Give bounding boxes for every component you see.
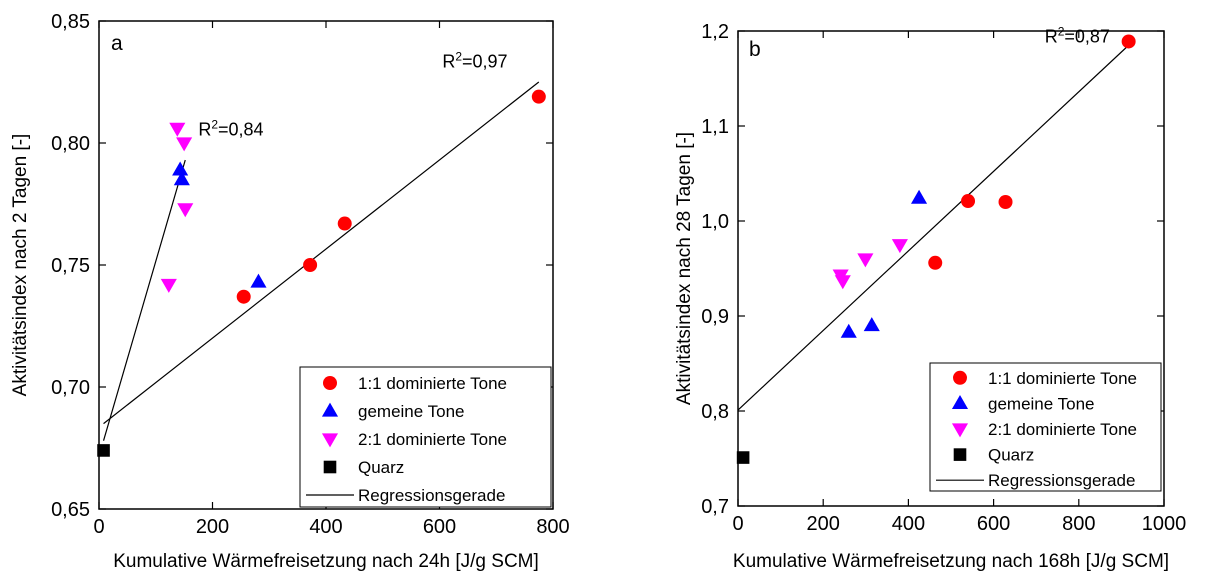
legend-label-regression: Regressionsgerade — [988, 471, 1135, 490]
x-tick-label: 400 — [309, 516, 342, 538]
x-tick-label: 200 — [196, 516, 229, 538]
x-tick-label: 0 — [93, 516, 104, 538]
plot-frame — [737, 30, 1165, 507]
legend-label-regression: Regressionsgerade — [358, 486, 505, 505]
data-point-triangle-up — [172, 161, 189, 176]
x-tick-label: 800 — [536, 516, 569, 538]
data-point-circle — [961, 194, 976, 209]
data-point-triangle-up — [173, 171, 190, 186]
y-tick-label: 0,70 — [51, 377, 90, 399]
y-tick-label: 1,0 — [701, 211, 729, 233]
legend-box — [299, 366, 552, 508]
legend-marker-triangle-up — [321, 402, 339, 417]
legend-marker-circle — [323, 376, 337, 390]
legend-label: gemeine Tone — [988, 394, 1095, 413]
y-tick-label: 0,65 — [51, 499, 90, 521]
legend-marker-circle — [953, 370, 967, 385]
chart-panel-b: 0 200 400 600 800 1000 0,7 0,8 0,9 1,0 1,1 1,2 Kumul… — [674, 21, 1186, 572]
x-tick-label: 600 — [423, 516, 456, 538]
regression-line — [737, 44, 1130, 411]
r-squared-superscript: 2 — [1058, 24, 1065, 38]
data-point-triangle-up — [250, 273, 267, 288]
r-squared-prefix: R — [442, 51, 455, 71]
data-point-circle — [928, 255, 943, 270]
y-tick-label: 1,1 — [701, 116, 729, 138]
y-tick-label: 0,85 — [51, 11, 90, 33]
y-tick-label: 1,2 — [701, 21, 729, 43]
data-point-triangle-down — [160, 278, 177, 293]
r-squared-prefix: R — [198, 120, 211, 140]
data-point-circle — [236, 289, 251, 304]
y-axis-label: Aktivitätsindex nach 28 Tagen [-] — [674, 132, 695, 405]
y-tick-label: 0,8 — [701, 401, 729, 423]
regression-line — [103, 81, 540, 425]
data-point-triangle-down — [891, 239, 908, 254]
data-point-triangle-up — [863, 317, 880, 332]
r-squared-value: =0,97 — [462, 51, 508, 71]
y-tick-label: 0,80 — [51, 133, 90, 155]
data-point-triangle-up — [840, 323, 857, 338]
x-tick-label: 800 — [1062, 513, 1095, 535]
r-squared-value: =0,84 — [218, 120, 264, 140]
legend-label: 2:1 dominierte Tone — [988, 420, 1137, 439]
data-point-circle — [303, 258, 318, 272]
legend-marker-triangle-down — [951, 423, 969, 438]
regression-line — [102, 159, 186, 441]
data-point-triangle-down — [834, 275, 851, 290]
legend-label: 1:1 dominierte Tone — [358, 374, 507, 393]
panel-letter: a — [111, 32, 123, 55]
legend-marker-square — [953, 448, 967, 461]
data-point-triangle-up — [911, 189, 928, 204]
chart-panel-a: 0 200 400 600 800 0,65 0,70 0,75 0,80 0,85 Kumulat… — [10, 11, 570, 572]
data-point-triangle-down — [176, 137, 193, 152]
x-tick-label: 0 — [732, 513, 743, 535]
r-squared-value: =0,87 — [1064, 26, 1110, 46]
legend-marker-triangle-up — [951, 395, 969, 409]
data-point-circle — [1121, 34, 1136, 49]
y-axis-label: Aktivitätsindex nach 2 Tagen [-] — [10, 134, 31, 397]
data-point-square — [97, 444, 110, 457]
legend-box — [929, 362, 1162, 492]
y-tick-label: 0,75 — [51, 255, 90, 277]
x-axis-label: Kumulative Wärmefreisetzung nach 168h [J… — [733, 551, 1169, 572]
x-axis-label: Kumulative Wärmefreisetzung nach 24h [J/… — [113, 551, 539, 572]
data-point-triangle-down — [857, 253, 874, 268]
legend-label: Quarz — [358, 458, 404, 477]
y-tick-label: 0,9 — [701, 306, 729, 328]
y-tick-label: 0,7 — [701, 496, 729, 518]
r-squared-label: R2=0,87 — [1045, 24, 1110, 46]
x-tick-label: 400 — [892, 513, 925, 535]
data-point-triangle-down — [169, 122, 186, 137]
data-point-circle — [531, 89, 546, 104]
legend-label: gemeine Tone — [358, 402, 465, 421]
data-point-square — [736, 451, 750, 464]
legend-label: 1:1 dominierte Tone — [988, 369, 1137, 388]
data-point-circle — [998, 195, 1013, 209]
x-tick-label: 600 — [977, 513, 1010, 535]
panel-letter: b — [749, 38, 761, 61]
r-squared-label: R2=0,84 — [198, 118, 263, 140]
x-tick-label: 1000 — [1142, 513, 1187, 535]
legend-marker-triangle-down — [321, 433, 339, 448]
r-squared-superscript: 2 — [455, 49, 462, 63]
data-point-circle — [337, 216, 352, 231]
r-squared-superscript: 2 — [211, 118, 218, 132]
x-tick-label: 200 — [807, 513, 840, 535]
legend-marker-square — [323, 460, 337, 474]
legend-label: 2:1 dominierte Tone — [358, 430, 507, 449]
legend-label: Quarz — [988, 446, 1034, 465]
data-point-triangle-down — [177, 203, 194, 218]
r-squared-label: R2=0,97 — [442, 49, 507, 71]
r-squared-prefix: R — [1045, 26, 1058, 46]
